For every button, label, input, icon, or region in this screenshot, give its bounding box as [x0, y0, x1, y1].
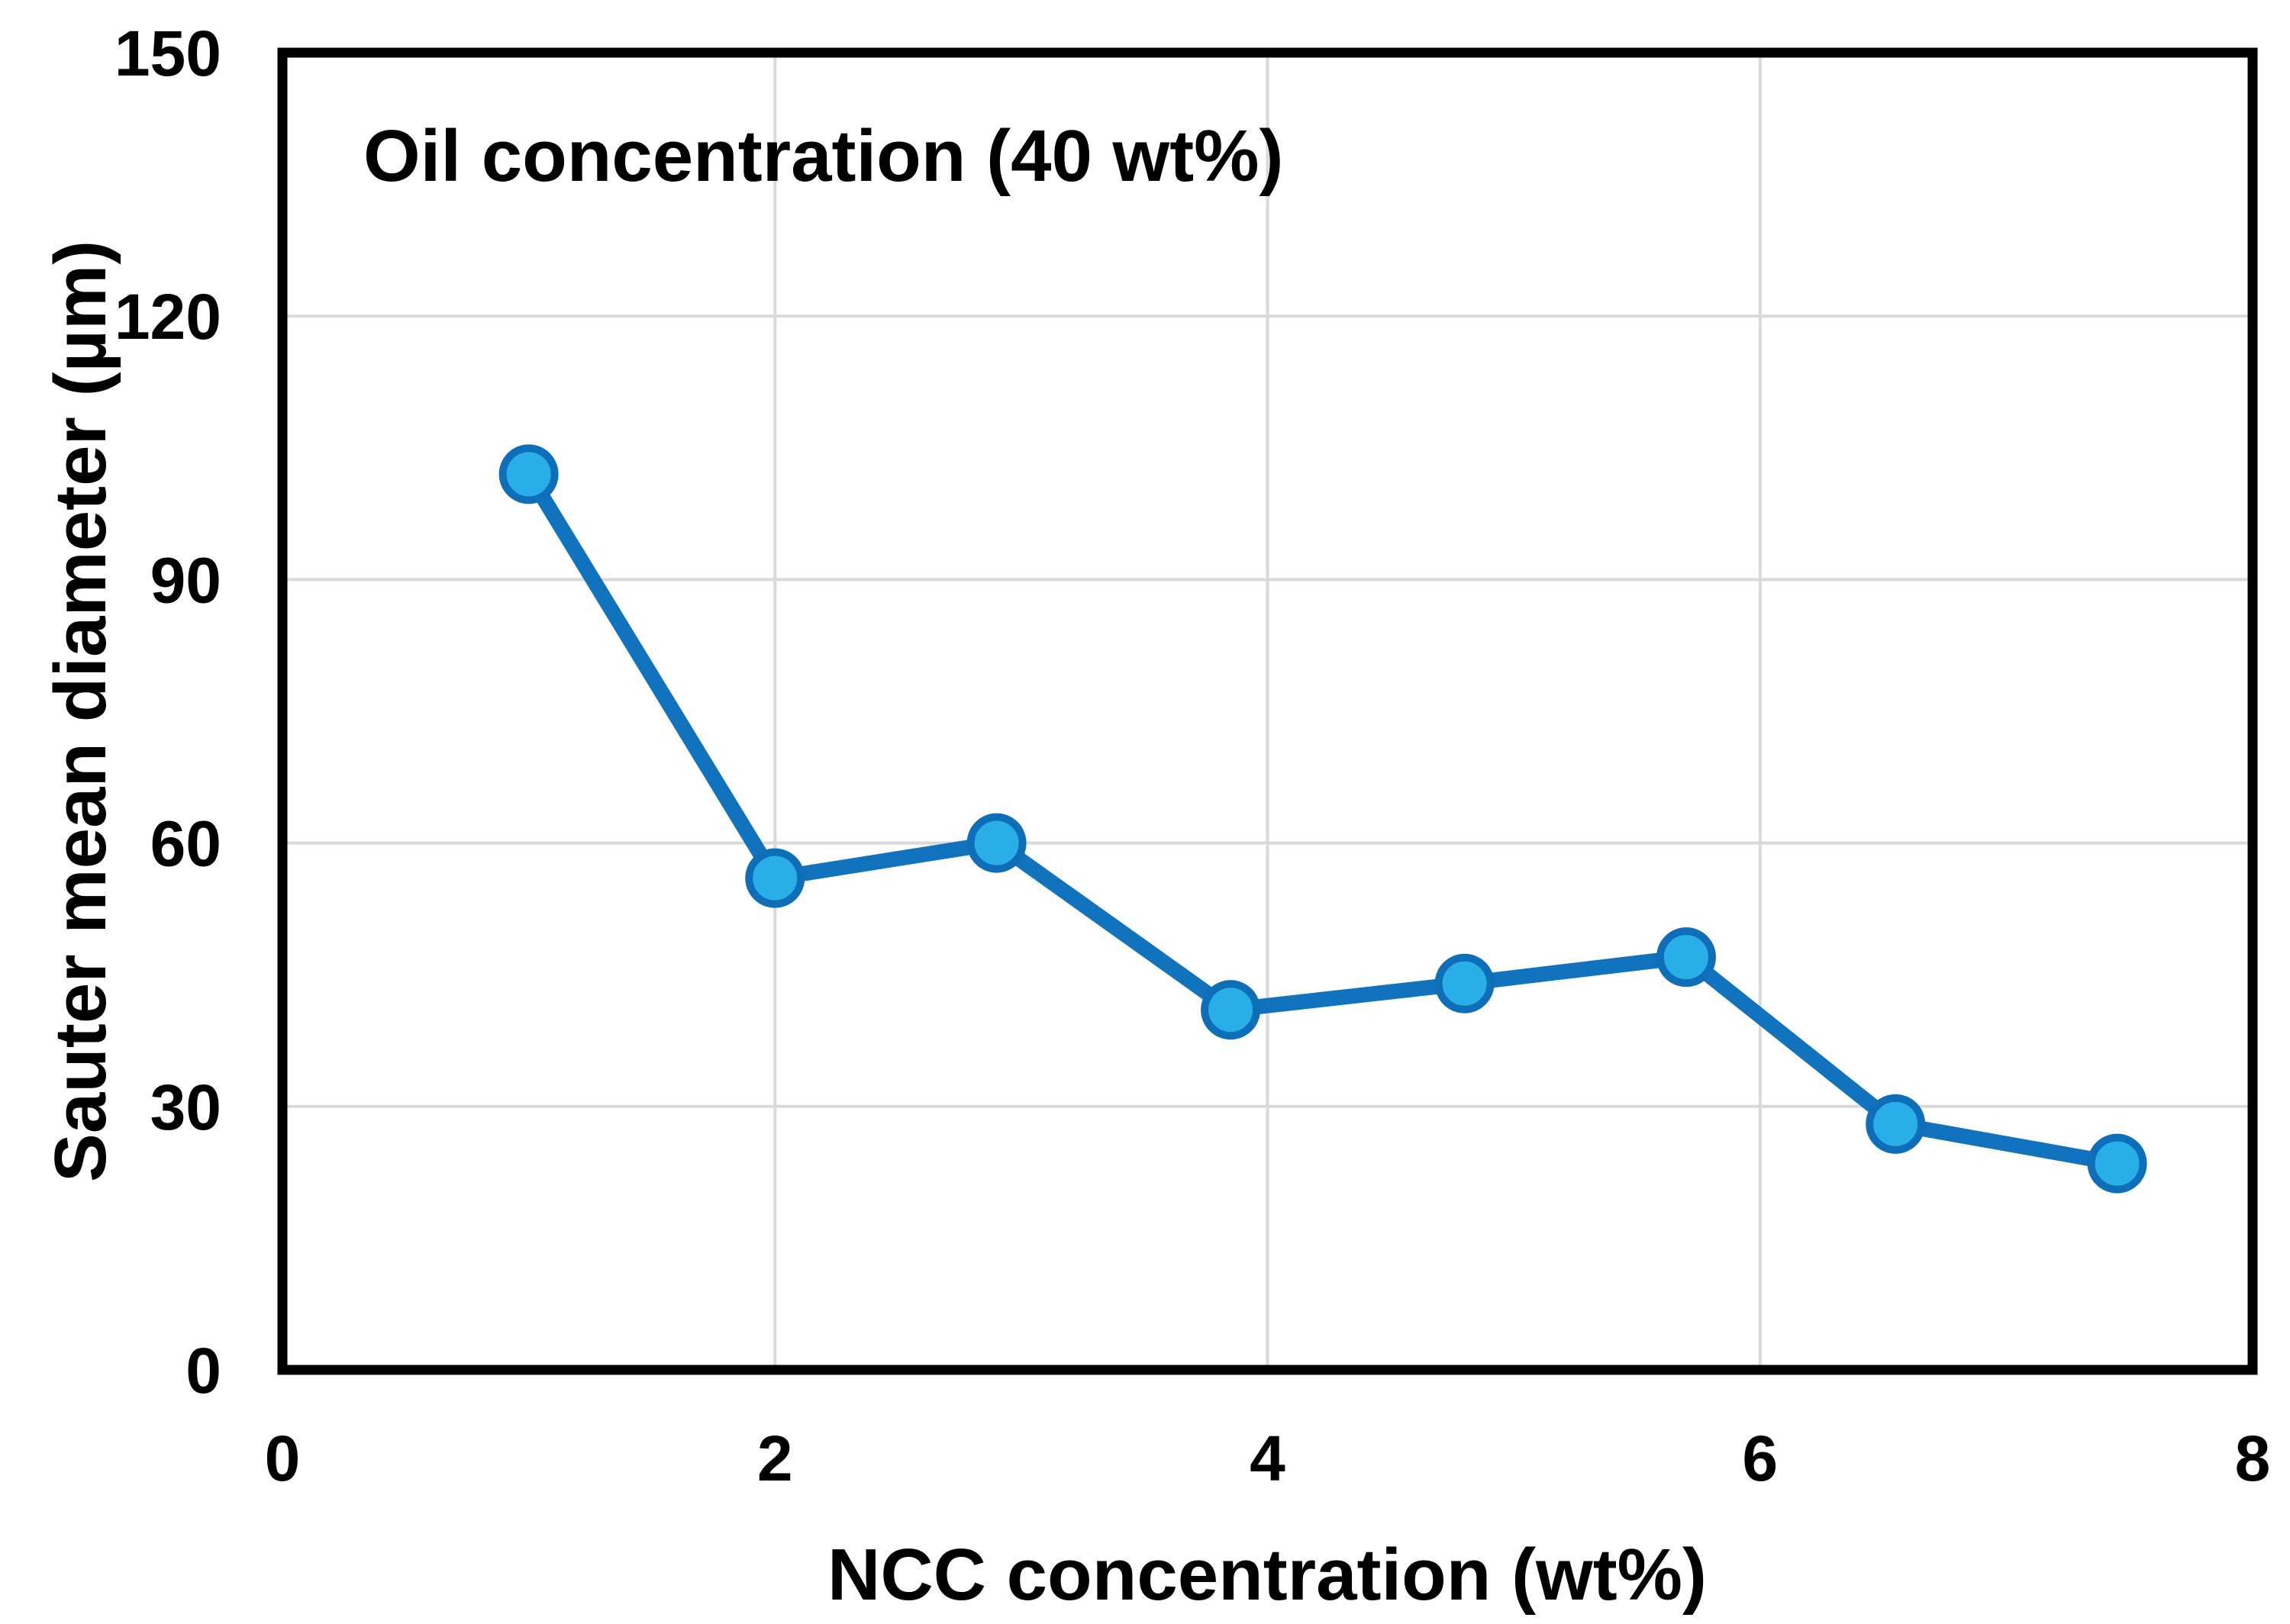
y-tick-label: 60 [150, 808, 221, 880]
data-point-marker [1201, 980, 1261, 1040]
plot-border [277, 47, 2258, 1375]
data-point-marker [1434, 953, 1495, 1013]
data-point-marker [966, 813, 1027, 873]
data-point-marker [1656, 927, 1716, 988]
x-tick-label: 0 [265, 1423, 301, 1494]
x-tick-label: 6 [1742, 1423, 1778, 1494]
series-line [521, 466, 2125, 1171]
x-tick-label: 4 [1250, 1423, 1285, 1494]
data-point-marker [498, 444, 559, 504]
y-tick-label: 120 [114, 281, 221, 353]
data-series [498, 444, 2147, 1194]
data-point-marker [745, 848, 805, 908]
y-tick-label: 30 [150, 1071, 221, 1143]
x-tick-label: 2 [757, 1423, 793, 1494]
tick-labels: 0 30 60 90 120 150 0 2 4 6 8 [114, 18, 2271, 1494]
y-tick-label: 150 [114, 18, 221, 89]
gridlines [282, 53, 2253, 1370]
y-tick-label: 90 [150, 544, 221, 616]
chart-annotation: Oil concentration (40 wt%) [363, 115, 1283, 197]
x-tick-label: 8 [2235, 1423, 2271, 1494]
y-tick-label: 0 [185, 1335, 221, 1406]
data-point-marker [1866, 1094, 1926, 1154]
x-axis-title: NCC concentration (wt%) [827, 1534, 1707, 1616]
data-point-marker [2087, 1133, 2147, 1194]
y-axis-title: Sauter mean diameter (µm) [40, 240, 121, 1182]
